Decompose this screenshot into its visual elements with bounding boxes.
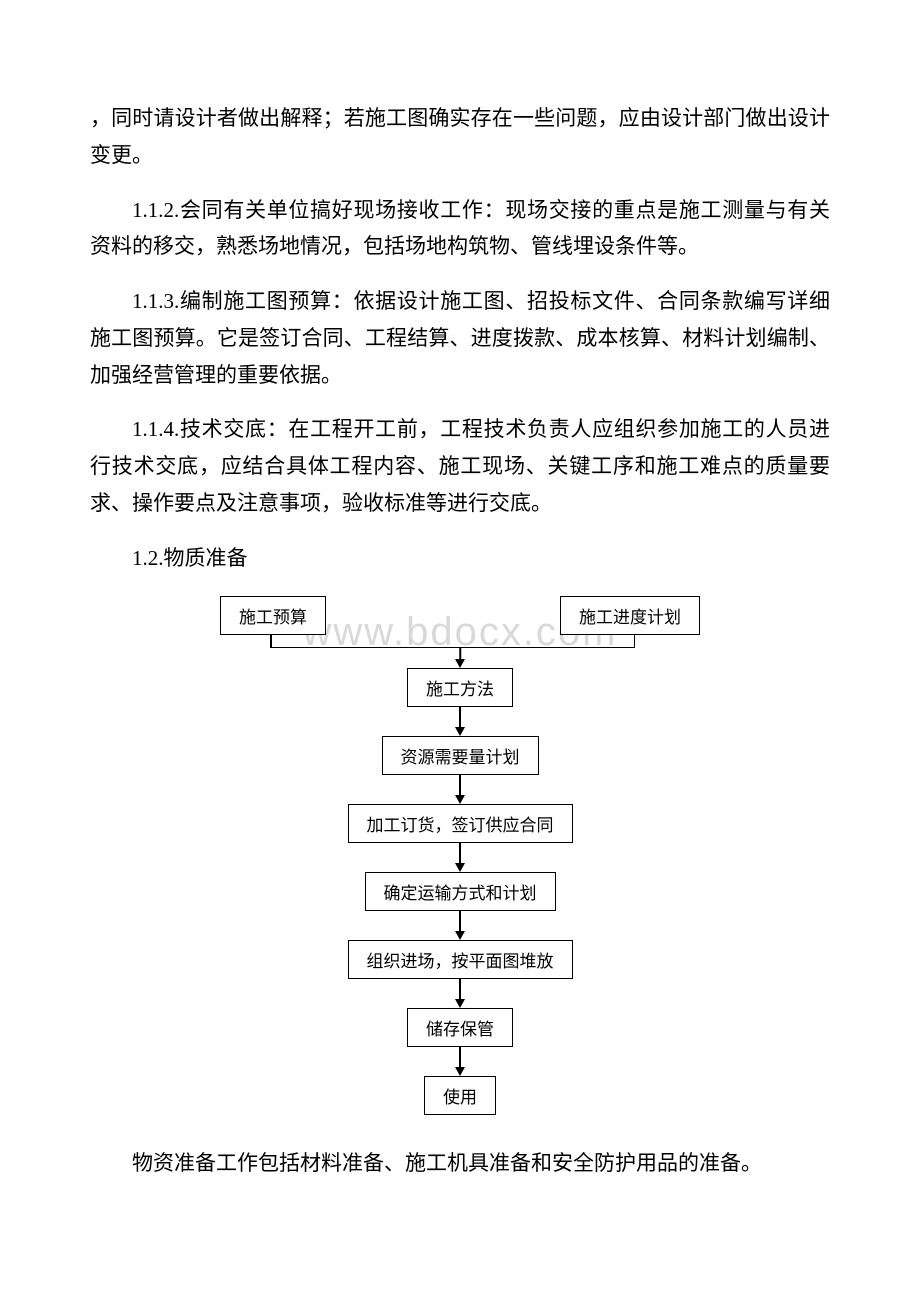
arrow-icon <box>455 659 465 668</box>
arrow-icon <box>455 795 465 804</box>
flow-node-budget: 施工预算 <box>220 596 326 635</box>
flow-node-resource: 资源需要量计划 <box>382 736 539 775</box>
arrow-icon <box>455 863 465 872</box>
flow-node-arrange: 组织进场，按平面图堆放 <box>348 940 573 979</box>
flowchart-container: 施工预算 施工进度计划 施工方法 资源需要量计划 加工订货，签订供应合同 确定运… <box>200 596 720 1115</box>
paragraph-2: 1.1.2.会同有关单位搞好现场接收工作：现场交接的重点是施工测量与有关资料的移… <box>90 192 830 266</box>
flow-node-transport: 确定运输方式和计划 <box>365 872 556 911</box>
arrow-icon <box>455 1067 465 1076</box>
paragraph-6: 物资准备工作包括材料准备、施工机具准备和安全防护用品的准备。 <box>90 1145 830 1182</box>
flow-node-schedule: 施工进度计划 <box>560 596 700 635</box>
flow-node-storage: 储存保管 <box>407 1008 513 1047</box>
paragraph-4: 1.1.4.技术交底：在工程开工前，工程技术负责人应组织参加施工的人员进行技术交… <box>90 411 830 521</box>
flow-node-order: 加工订货，签订供应合同 <box>348 804 573 843</box>
flow-node-use: 使用 <box>424 1076 496 1115</box>
arrow-icon <box>455 931 465 940</box>
flow-top-row: 施工预算 施工进度计划 <box>220 596 700 635</box>
paragraph-1: ，同时请设计者做出解释；若施工图确实存在一些问题，应由设计部门做出设计变更。 <box>90 100 830 174</box>
flow-node-method: 施工方法 <box>407 668 513 707</box>
document-content: ，同时请设计者做出解释；若施工图确实存在一些问题，应由设计部门做出设计变更。 1… <box>0 0 920 1240</box>
arrow-icon <box>455 727 465 736</box>
paragraph-5: 1.2.物质准备 <box>90 540 830 577</box>
paragraph-3: 1.1.3.编制施工图预算：依据设计施工图、招投标文件、合同条款编写详细施工图预… <box>90 283 830 393</box>
arrow-icon <box>455 999 465 1008</box>
